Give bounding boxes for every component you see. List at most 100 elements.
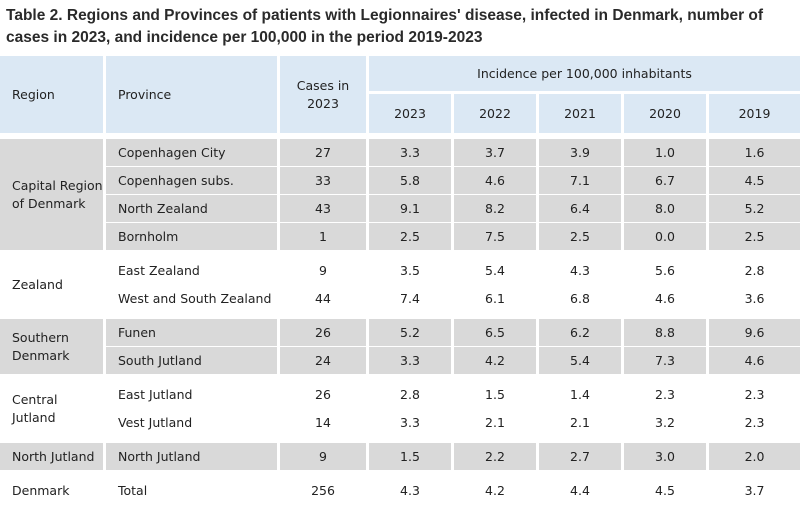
incidence-cell: 2.5 [709, 222, 800, 250]
province-cell: Copenhagen City [106, 133, 280, 166]
province-cell: Vest Jutland [106, 408, 280, 436]
incidence-cell: 6.2 [539, 312, 624, 346]
incidence-cell: 1.6 [709, 133, 800, 166]
province-cell: East Zealand [106, 250, 280, 284]
incidence-cell: 3.5 [369, 250, 454, 284]
incidence-cell: 3.3 [369, 408, 454, 436]
incidence-cell: 8.0 [624, 194, 709, 222]
incidence-cell: 4.3 [369, 470, 454, 504]
cases-cell: 26 [280, 312, 369, 346]
incidence-cell: 3.2 [624, 408, 709, 436]
table-row: Capital Region of Denmark Copenhagen City… [0, 133, 800, 250]
region-cell: Zealand [0, 250, 106, 312]
cases-cell: 43 [280, 194, 369, 222]
incidence-cell: 1.5 [369, 436, 454, 470]
cases-cell: 1 [280, 222, 369, 250]
header-year: 2019 [709, 94, 800, 133]
incidence-cell: 7.3 [624, 346, 709, 374]
header-year: 2021 [539, 94, 624, 133]
header-year: 2022 [454, 94, 539, 133]
table-row: Copenhagen subs. 33 5.8 4.6 7.1 6.7 4.5 [0, 166, 800, 194]
province-cell: Total [106, 470, 280, 504]
incidence-cell: 7.1 [539, 166, 624, 194]
incidence-cell: 2.2 [454, 436, 539, 470]
table-row: North Zealand 43 9.1 8.2 6.4 8.0 5.2 [0, 194, 800, 222]
region-cell: Capital Region of Denmark [0, 133, 106, 250]
incidence-cell: 7.4 [369, 284, 454, 312]
incidence-cell: 4.6 [709, 346, 800, 374]
cases-cell: 44 [280, 284, 369, 312]
cases-cell: 24 [280, 346, 369, 374]
province-cell: East Jutland [106, 374, 280, 408]
province-cell: South Jutland [106, 346, 280, 374]
incidence-cell: 1.4 [539, 374, 624, 408]
region-cell: Central Jutland [0, 374, 106, 436]
incidence-cell: 4.6 [624, 284, 709, 312]
incidence-cell: 2.8 [369, 374, 454, 408]
incidence-cell: 1.5 [454, 374, 539, 408]
cases-cell: 256 [280, 470, 369, 504]
legionnaires-table: Region Province Cases in 2023 Incidence … [0, 56, 800, 504]
table-row: Zealand East Zealand 9 3.5 5.4 4.3 5.6 2.8 [0, 250, 800, 312]
incidence-cell: 4.2 [454, 470, 539, 504]
cases-cell: 26 [280, 374, 369, 408]
region-cell: Denmark [0, 470, 106, 504]
incidence-cell: 5.4 [454, 250, 539, 284]
incidence-cell: 3.0 [624, 436, 709, 470]
province-cell: West and South Zealand [106, 284, 280, 312]
incidence-cell: 2.5 [369, 222, 454, 250]
table-row: Denmark Total 256 4.3 4.2 4.4 4.5 3.7 [0, 470, 800, 504]
incidence-cell: 2.0 [709, 436, 800, 470]
region-cell: Southern Denmark [0, 312, 106, 374]
region-cell: North Jutland [0, 436, 106, 470]
incidence-cell: 4.6 [454, 166, 539, 194]
incidence-cell: 4.2 [454, 346, 539, 374]
incidence-cell: 5.4 [539, 346, 624, 374]
incidence-cell: 7.5 [454, 222, 539, 250]
table-row: North Jutland North Jutland 9 1.5 2.2 2.7 3.0 2… [0, 436, 800, 470]
province-cell: North Zealand [106, 194, 280, 222]
incidence-cell: 2.3 [624, 374, 709, 408]
header-region: Region [0, 56, 106, 133]
incidence-cell: 6.5 [454, 312, 539, 346]
table-row: South Jutland 24 3.3 4.2 5.4 7.3 4.6 [0, 346, 800, 374]
header-year: 2023 [369, 94, 454, 133]
header-province: Province [106, 56, 280, 133]
cases-cell: 9 [280, 250, 369, 284]
incidence-cell: 4.5 [624, 470, 709, 504]
incidence-cell: 9.1 [369, 194, 454, 222]
cases-cell: 33 [280, 166, 369, 194]
cases-cell: 27 [280, 133, 369, 166]
province-cell: North Jutland [106, 436, 280, 470]
incidence-cell: 4.4 [539, 470, 624, 504]
table-title: Table 2. Regions and Provinces of patien… [6, 7, 764, 46]
incidence-cell: 2.5 [539, 222, 624, 250]
incidence-cell: 8.8 [624, 312, 709, 346]
province-cell: Copenhagen subs. [106, 166, 280, 194]
incidence-cell: 6.7 [624, 166, 709, 194]
incidence-cell: 5.2 [709, 194, 800, 222]
incidence-cell: 2.3 [709, 374, 800, 408]
province-cell: Bornholm [106, 222, 280, 250]
incidence-cell: 5.2 [369, 312, 454, 346]
table-row: Vest Jutland 14 3.3 2.1 2.1 3.2 2.3 [0, 408, 800, 436]
incidence-cell: 3.3 [369, 133, 454, 166]
table-row: Bornholm 1 2.5 7.5 2.5 0.0 2.5 [0, 222, 800, 250]
incidence-cell: 2.7 [539, 436, 624, 470]
incidence-cell: 3.7 [454, 133, 539, 166]
incidence-cell: 2.3 [709, 408, 800, 436]
header-cases: Cases in 2023 [280, 56, 369, 133]
incidence-cell: 4.5 [709, 166, 800, 194]
incidence-cell: 3.7 [709, 470, 800, 504]
incidence-cell: 5.8 [369, 166, 454, 194]
incidence-cell: 5.6 [624, 250, 709, 284]
incidence-cell: 6.4 [539, 194, 624, 222]
province-cell: Funen [106, 312, 280, 346]
incidence-cell: 1.0 [624, 133, 709, 166]
incidence-cell: 0.0 [624, 222, 709, 250]
incidence-cell: 2.8 [709, 250, 800, 284]
table-row: Central Jutland East Jutland 26 2.8 1.5 1.4 2.… [0, 374, 800, 436]
table-body: Capital Region of Denmark Copenhagen City… [0, 133, 800, 504]
incidence-cell: 3.6 [709, 284, 800, 312]
table-row: West and South Zealand 44 7.4 6.1 6.8 4.6 3.6 [0, 284, 800, 312]
